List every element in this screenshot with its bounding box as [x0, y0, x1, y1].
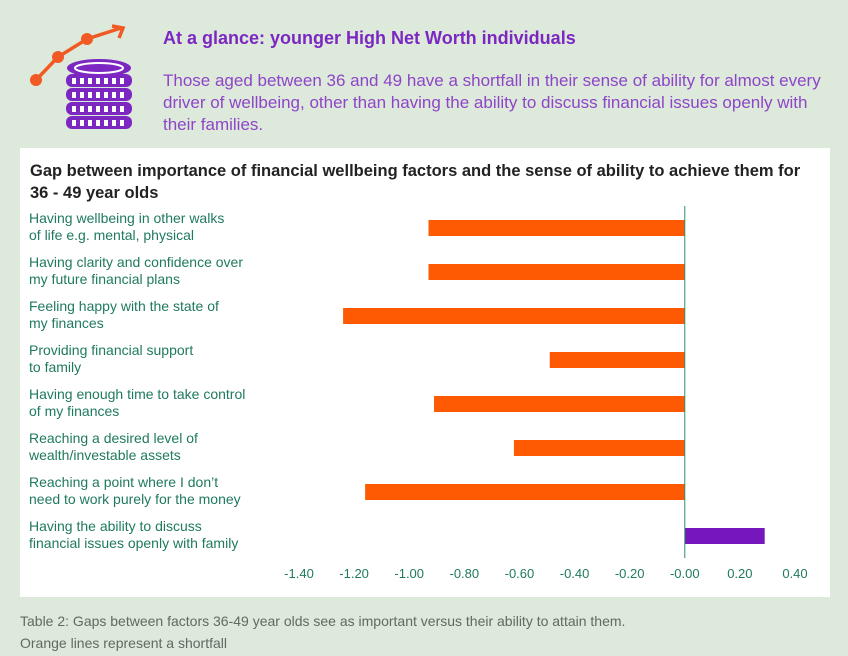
- category-label: Having clarity and confidence over my fut…: [29, 254, 319, 288]
- category-label: Reaching a desired level of wealth/invest…: [29, 430, 319, 464]
- x-tick-label: -1.20: [339, 566, 369, 581]
- x-tick-label: -1.00: [394, 566, 424, 581]
- chart-panel: Gap between importance of financial well…: [20, 148, 830, 597]
- category-label-line: of life e.g. mental, physical: [29, 227, 194, 243]
- x-tick-label: -0.20: [615, 566, 645, 581]
- x-tick-label: 0.20: [727, 566, 752, 581]
- x-tick-label: 0.40: [782, 566, 807, 581]
- category-label: Having enough time to take control of my …: [29, 386, 319, 420]
- category-label-line: to family: [29, 359, 82, 375]
- category-label: Feeling happy with the state of my financ…: [29, 298, 319, 332]
- growth-chart-coins-icon: [30, 24, 132, 129]
- bar-chart: -1.40 -1.20 -1.00 -0.80 -0.60 -0.40 -0.20 -0.00…: [284, 206, 808, 581]
- caption-line-2: Orange lines represent a shortfall: [20, 635, 227, 651]
- category-label: Having wellbeing in other walks of life e…: [29, 210, 319, 244]
- x-tick-label: -0.00: [670, 566, 700, 581]
- category-label-line: Reaching a point where I don’t: [29, 474, 219, 490]
- category-label-line: my finances: [29, 315, 104, 331]
- category-label-line: financial issues openly with family: [29, 535, 239, 551]
- bar: [428, 264, 685, 280]
- bar: [513, 440, 685, 456]
- category-label-line: wealth/investable assets: [29, 447, 181, 463]
- x-tick-label: -0.40: [560, 566, 590, 581]
- page-title: At a glance: younger High Net Worth indi…: [163, 28, 576, 48]
- figure-caption: Table 2: Gaps between factors 36-49 year…: [20, 610, 625, 654]
- x-tick-label: -1.40: [284, 566, 314, 581]
- category-label-line: Having the ability to discuss: [29, 518, 202, 534]
- page-subtitle: Those aged between 36 and 49 have a shor…: [163, 71, 821, 134]
- category-label-line: Having wellbeing in other walks: [29, 210, 225, 226]
- bar: [365, 484, 685, 500]
- x-tick-label: -0.80: [450, 566, 480, 581]
- category-label-line: need to work purely for the money: [29, 491, 241, 507]
- caption-line-1: Table 2: Gaps between factors 36-49 year…: [20, 613, 626, 629]
- category-label-line: Feeling happy with the state of: [29, 298, 219, 314]
- bar: [428, 220, 685, 236]
- bar: [549, 352, 685, 368]
- category-label-line: Having clarity and confidence over: [29, 254, 244, 270]
- x-tick-label: -0.60: [505, 566, 535, 581]
- category-label-line: of my finances: [29, 403, 120, 419]
- category-label: Having the ability to discuss financial i…: [29, 518, 319, 552]
- category-label-line: Providing financial support: [29, 342, 194, 358]
- category-label: Reaching a point where I don’t need to wo…: [29, 474, 319, 508]
- category-label-line: Reaching a desired level of: [29, 430, 198, 446]
- category-label-line: my future financial plans: [29, 271, 180, 287]
- bar: [343, 308, 685, 324]
- bar: [684, 528, 765, 544]
- category-label: Providing financial support to family: [29, 342, 319, 376]
- bar: [434, 396, 685, 412]
- category-label-line: Having enough time to take control: [29, 386, 246, 402]
- chart-title: Gap between importance of financial well…: [30, 162, 801, 202]
